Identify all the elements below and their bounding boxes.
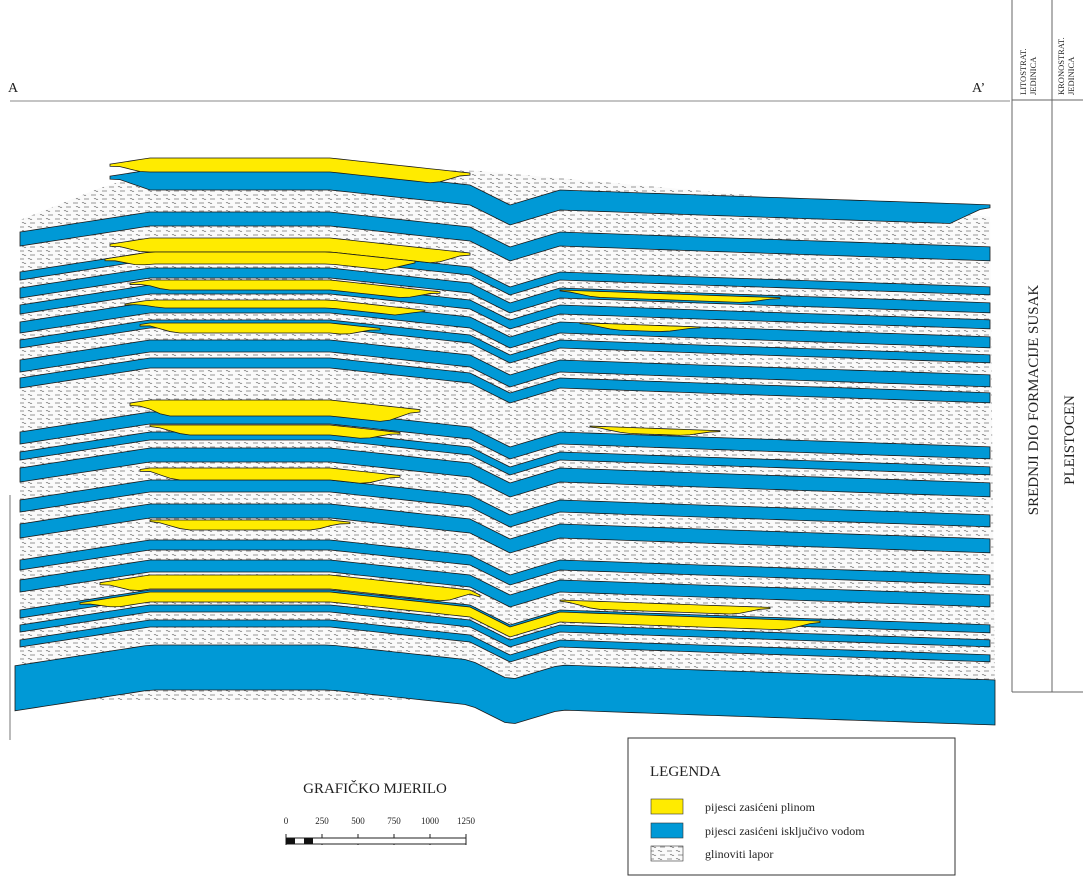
column-header-line: LITOSTRAT. bbox=[1018, 48, 1028, 95]
scale-tick-label: 500 bbox=[351, 816, 365, 826]
water-sand-layer bbox=[19, 447, 991, 498]
water-sand-layer bbox=[19, 339, 991, 388]
litostrat-unit: SREDNJI DIO FORMACIJE SUSAK bbox=[1026, 285, 1042, 516]
gas-sand-lens bbox=[79, 591, 821, 638]
scale-bar-block bbox=[286, 838, 295, 844]
gas-sand-lens bbox=[124, 299, 426, 316]
column-header-line: JEDINICA bbox=[1028, 56, 1038, 95]
scale-tick-label: 250 bbox=[315, 816, 329, 826]
water-sand-layer bbox=[19, 604, 991, 648]
scale-title: GRAFIČKO MJERILO bbox=[303, 780, 447, 797]
column-header-line: JEDINICA bbox=[1066, 56, 1076, 95]
water-sand-layer bbox=[19, 539, 991, 586]
legend-item: pijesci zasićeni isključivo vodom bbox=[705, 824, 865, 838]
gas-sand-lens bbox=[109, 157, 471, 184]
column-header: KRONOSTRAT. JEDINICA bbox=[1056, 37, 1076, 95]
gas-sand-lens bbox=[589, 425, 721, 436]
legend-title: LEGENDA bbox=[650, 764, 721, 780]
gas-sand-lens bbox=[129, 399, 421, 422]
gas-sand-lens bbox=[149, 519, 351, 531]
section-end-label: A’ bbox=[972, 81, 985, 96]
gas-sand-lens bbox=[559, 599, 771, 615]
water-sand-layer bbox=[19, 211, 991, 262]
gas-sand-lens bbox=[149, 424, 401, 439]
gas-sand-lens bbox=[139, 467, 401, 484]
scale-tick-label: 750 bbox=[387, 816, 401, 826]
water-sand-layer bbox=[14, 644, 996, 726]
gas-sand-lens bbox=[559, 289, 781, 303]
legend-item: glinoviti lapor bbox=[705, 847, 773, 861]
water-sand-layer bbox=[19, 619, 991, 663]
scale-tick-label: 1000 bbox=[421, 816, 440, 826]
column-header-line: KRONOSTRAT. bbox=[1056, 37, 1066, 95]
layers bbox=[14, 157, 996, 726]
scale-bar: 0 250 500 750 1000 1250 bbox=[284, 816, 476, 845]
column-header: LITOSTRAT. JEDINICA bbox=[1018, 48, 1038, 95]
gas-sand-lens bbox=[139, 322, 381, 335]
legend-item: pijesci zasićeni plinom bbox=[705, 800, 816, 814]
water-sand-layer bbox=[19, 559, 991, 608]
gas-sand-lens bbox=[579, 322, 701, 332]
gas-sand-lens bbox=[99, 574, 481, 602]
scale-tick-label: 1250 bbox=[457, 816, 476, 826]
legend-swatch bbox=[650, 845, 684, 862]
water-sand-layer bbox=[19, 503, 991, 554]
scale-tick-label: 0 bbox=[284, 816, 289, 826]
water-sand-layer bbox=[19, 357, 991, 404]
legend-swatch bbox=[650, 798, 684, 815]
section-end-label: A bbox=[8, 81, 19, 96]
kronostrat-unit: PLEISTOCEN bbox=[1062, 395, 1078, 485]
gas-sand-lens bbox=[104, 251, 416, 271]
scale-bar-block bbox=[304, 838, 313, 844]
legend-swatch bbox=[650, 822, 684, 839]
gas-sand-lens bbox=[129, 279, 441, 298]
